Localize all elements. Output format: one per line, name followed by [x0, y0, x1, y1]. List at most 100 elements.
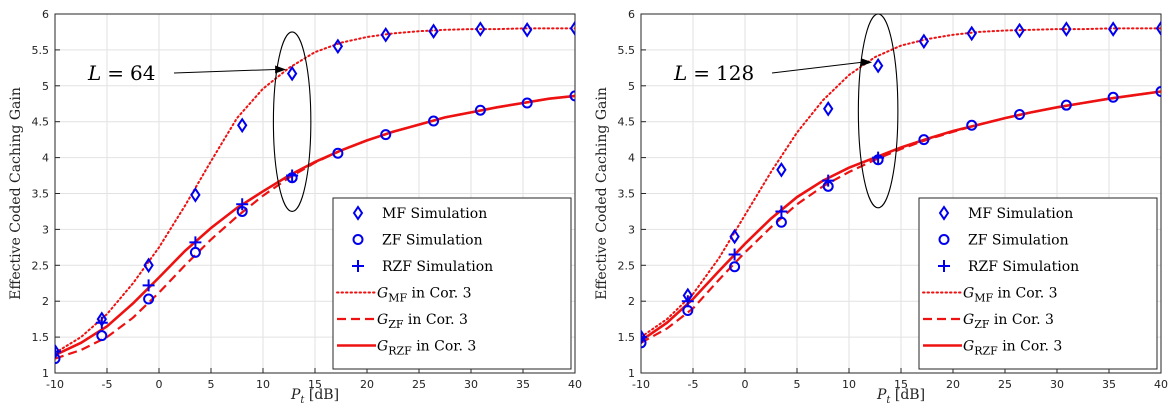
marker-plus: [95, 316, 108, 329]
x-tick-label: 40: [568, 378, 582, 391]
marker-plus: [681, 295, 694, 308]
plot-area: [641, 20, 1161, 349]
x-tick-label: 5: [208, 378, 215, 391]
annotation-ellipse: [857, 13, 899, 209]
y-tick-label: 4.5: [32, 116, 50, 129]
x-tick-label: 5: [794, 378, 801, 391]
x-tick-label: -10: [46, 378, 64, 391]
marker-diamond: [475, 21, 486, 37]
marker-plus: [142, 279, 155, 292]
x-tick-label: 0: [156, 378, 163, 391]
plot-area: [55, 20, 575, 365]
annotation-arrow-line: [771, 61, 863, 74]
legend-label: GRZF in Cor. 3: [377, 339, 476, 358]
y-tick-label: 1: [42, 367, 49, 380]
marker-diamond: [1061, 21, 1072, 37]
marker-diamond: [143, 257, 154, 274]
x-tick-label: 10: [842, 378, 856, 391]
legend-label: GMF in Cor. 3: [377, 286, 472, 305]
legend-label: MF Simulation: [382, 206, 487, 222]
legend-label: MF Simulation: [968, 206, 1073, 222]
series-line-rzf: [55, 94, 575, 357]
marker-diamond: [1155, 20, 1161, 37]
marker-diamond: [521, 21, 533, 38]
x-axis-label: Pt [dB]: [290, 387, 339, 405]
legend-label: GRZF in Cor. 3: [963, 339, 1062, 358]
y-tick-label: 2: [628, 295, 635, 308]
series-line-mf: [55, 27, 575, 354]
marker-circle: [55, 353, 61, 365]
marker-diamond: [190, 187, 201, 203]
marker-diamond: [641, 329, 647, 345]
y-tick-label: 2.5: [618, 259, 636, 272]
marker-diamond: [822, 100, 834, 117]
legend-marker-circle: [938, 234, 950, 245]
x-tick-label: 25: [412, 378, 426, 391]
x-tick-label: 0: [742, 378, 749, 391]
marker-circle: [918, 134, 930, 146]
y-tick-label: 2: [42, 295, 49, 308]
y-tick-label: 3.5: [618, 188, 636, 201]
marker-plus: [641, 331, 647, 344]
marker-diamond: [776, 162, 787, 178]
marker-plus: [728, 248, 741, 261]
marker-circle: [143, 293, 155, 305]
y-tick-label: 6: [628, 8, 635, 21]
marker-diamond: [1107, 21, 1119, 37]
chart-left: -10 -5 0 5 10 15 20 25 30 35 40 1 1.5 2 2.5 3 3.5 4 4.5 5 5.…: [8, 8, 582, 405]
marker-plus: [775, 205, 788, 218]
marker-circle: [729, 261, 741, 273]
x-tick-label: 25: [998, 378, 1012, 391]
annotation-ellipse: [272, 31, 312, 212]
legend-label: ZF Simulation: [968, 233, 1069, 249]
legend-marker-diamond: [352, 205, 364, 221]
annotation-label: L = 128: [673, 61, 754, 85]
y-tick-label: 1: [628, 367, 635, 380]
legend: MF Simulation ZF Simulation RZF Simulation…: [332, 197, 572, 370]
x-tick-label: -10: [632, 378, 650, 391]
marker-circle: [474, 104, 486, 116]
legend: MF Simulation ZF Simulation RZF Simulation…: [918, 197, 1158, 370]
x-tick-label: 20: [360, 378, 374, 391]
y-tick-label: 5: [628, 80, 635, 93]
marker-circle: [569, 90, 575, 102]
x-tick-label: 35: [516, 378, 530, 391]
legend-label: RZF Simulation: [382, 259, 493, 275]
series-line-rzf: [641, 90, 1161, 342]
marker-circle: [1060, 99, 1072, 111]
y-axis-label: Effective Coded Caching Gain: [8, 87, 24, 300]
marker-diamond: [332, 38, 344, 55]
x-tick-label: 30: [464, 378, 478, 391]
legend-label: ZF Simulation: [382, 233, 483, 249]
y-axis-label: Effective Coded Caching Gain: [594, 87, 610, 300]
marker-diamond: [872, 57, 884, 74]
legend-marker-diamond: [938, 205, 950, 221]
legend-marker-circle: [352, 234, 364, 245]
marker-circle: [521, 97, 533, 109]
marker-diamond: [918, 33, 930, 50]
y-tick-label: 5.5: [32, 44, 50, 57]
annotation-arrowhead: [861, 58, 873, 67]
x-tick-label: 40: [1154, 378, 1168, 391]
marker-circle: [1014, 109, 1026, 121]
legend-label: GMF in Cor. 3: [963, 286, 1058, 305]
marker-diamond: [966, 25, 977, 42]
y-tick-label: 6: [42, 8, 49, 21]
marker-diamond: [428, 23, 439, 40]
x-tick-label: 10: [256, 378, 270, 391]
y-tick-label: 3: [628, 223, 635, 236]
y-tick-label: 4.5: [618, 116, 636, 129]
marker-plus: [55, 345, 61, 358]
annotation-label: L = 64: [87, 61, 156, 85]
marker-plus: [286, 169, 299, 182]
marker-diamond: [380, 27, 391, 43]
annotation-arrow-line: [173, 68, 277, 74]
marker-plus: [189, 236, 202, 249]
y-tick-label: 4: [42, 152, 49, 165]
x-tick-label: 15: [308, 378, 322, 391]
annotation-arrowhead: [275, 65, 287, 74]
y-tick-label: 1.5: [32, 331, 50, 344]
y-tick-label: 3: [42, 223, 49, 236]
x-tick-label: 35: [1102, 378, 1116, 391]
legend-label: GZF in Cor. 3: [377, 312, 468, 331]
